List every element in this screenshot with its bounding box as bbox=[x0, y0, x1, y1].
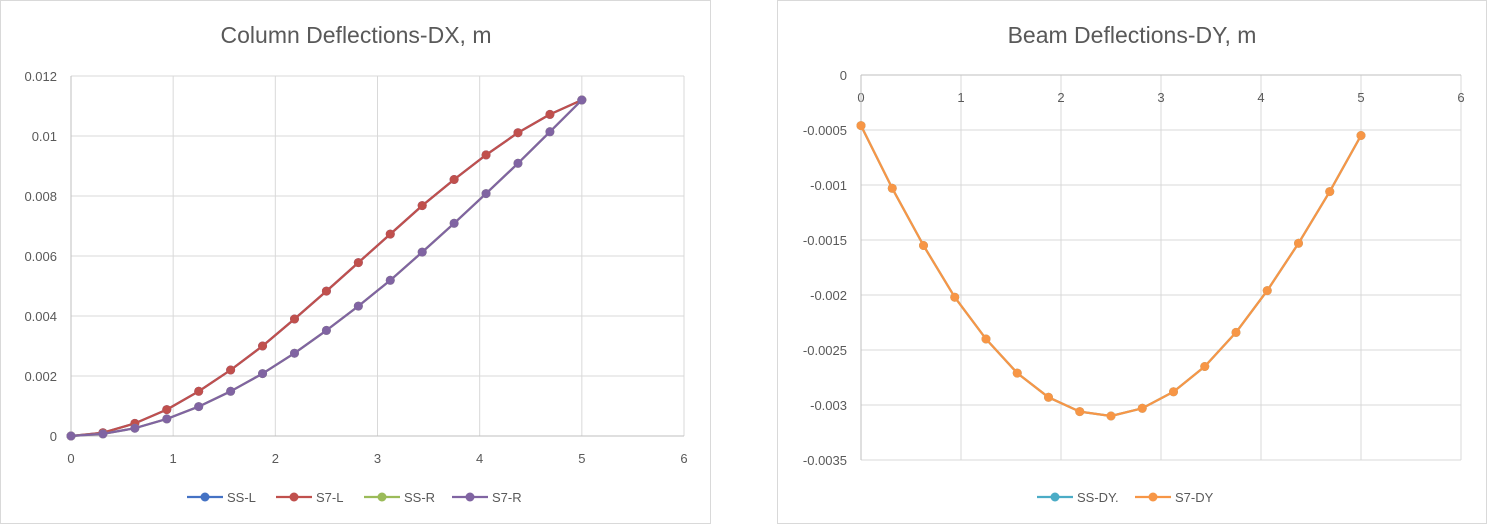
data-point bbox=[1044, 392, 1053, 402]
data-point bbox=[417, 201, 427, 211]
chart-panel-column-deflections: Column Deflections-DX, m 0 1 2 3 4 5 6 0 0.002 0.… bbox=[0, 0, 711, 524]
series-line bbox=[70, 99, 583, 438]
legend-label: SS-R bbox=[404, 490, 435, 505]
y-tick-label: -0.0035 bbox=[803, 453, 847, 468]
chart-title: Beam Deflections-DY, m bbox=[1008, 22, 1257, 48]
x-tick-label: 5 bbox=[578, 451, 585, 466]
chart-panel-beam-deflections: Beam Deflections-DY, m 01234560-0.0005-0… bbox=[777, 0, 1487, 524]
legend-swatch-marker bbox=[289, 492, 299, 502]
series-line bbox=[859, 125, 1362, 418]
y-tick-label: -0.001 bbox=[810, 178, 847, 193]
data-point bbox=[1137, 403, 1147, 413]
legend-swatch-marker bbox=[465, 492, 475, 502]
y-tick-label: -0.0015 bbox=[803, 233, 847, 248]
data-point bbox=[1231, 327, 1241, 337]
data-point bbox=[321, 286, 331, 296]
data-point bbox=[1325, 187, 1335, 197]
data-point bbox=[162, 405, 172, 415]
data-point bbox=[1012, 368, 1022, 378]
data-point bbox=[1262, 286, 1272, 296]
data-point bbox=[226, 386, 236, 396]
data-point bbox=[545, 127, 555, 137]
data-point bbox=[919, 241, 928, 250]
x-tick-label: 5 bbox=[1357, 90, 1364, 105]
y-tick-label: 0.002 bbox=[24, 369, 57, 384]
data-point bbox=[98, 429, 108, 439]
x-tick-label: 4 bbox=[476, 451, 483, 466]
data-point bbox=[481, 189, 491, 199]
data-point bbox=[353, 301, 363, 311]
data-point bbox=[856, 121, 866, 131]
chart-title: Column Deflections-DX, m bbox=[221, 22, 492, 48]
x-tick-label: 2 bbox=[1057, 90, 1064, 105]
data-point bbox=[513, 128, 523, 138]
legend-label: S7-R bbox=[492, 490, 522, 505]
data-point bbox=[130, 423, 140, 433]
y-tick-label: 0.01 bbox=[32, 129, 57, 144]
data-point bbox=[258, 341, 268, 351]
y-tick-label: 0 bbox=[840, 68, 847, 83]
data-point bbox=[353, 258, 363, 268]
legend-swatch-marker bbox=[1050, 492, 1060, 502]
data-point bbox=[577, 95, 587, 105]
data-point bbox=[1169, 387, 1178, 397]
y-tick-label: 0 bbox=[50, 429, 57, 444]
legend-swatch-marker bbox=[1148, 492, 1158, 502]
legend-label: S7-L bbox=[316, 490, 343, 505]
data-point bbox=[513, 158, 523, 168]
data-point bbox=[545, 109, 555, 119]
legend-swatch-marker bbox=[377, 492, 387, 502]
legend-swatch-marker bbox=[200, 492, 210, 502]
series-line bbox=[70, 98, 583, 438]
y-tick-label: -0.002 bbox=[810, 288, 847, 303]
y-tick-label: 0.004 bbox=[24, 309, 57, 324]
y-tick-label: -0.0025 bbox=[803, 343, 847, 358]
data-point bbox=[417, 247, 427, 257]
data-point bbox=[385, 229, 395, 239]
legend-label: SS-L bbox=[227, 490, 256, 505]
data-point bbox=[162, 414, 172, 424]
y-tick-label: -0.0005 bbox=[803, 123, 847, 138]
data-point bbox=[887, 183, 897, 193]
data-point bbox=[194, 386, 204, 396]
y-tick-label: -0.003 bbox=[810, 398, 847, 413]
beam-deflections-chart: Beam Deflections-DY, m 01234560-0.0005-0… bbox=[803, 22, 1465, 505]
x-tick-label: 3 bbox=[374, 451, 381, 466]
data-point bbox=[481, 150, 491, 160]
data-point bbox=[385, 275, 395, 285]
data-point bbox=[449, 218, 459, 228]
x-tick-label: 4 bbox=[1257, 90, 1264, 105]
x-tick-label: 1 bbox=[170, 451, 177, 466]
data-point bbox=[1200, 362, 1210, 371]
data-point bbox=[194, 402, 204, 412]
data-point bbox=[449, 175, 459, 184]
x-tick-label: 1 bbox=[957, 90, 964, 105]
data-point bbox=[950, 292, 960, 302]
data-point bbox=[289, 348, 299, 358]
legend-label: S7-DY bbox=[1175, 490, 1214, 505]
data-point bbox=[1356, 131, 1366, 140]
x-tick-label: 6 bbox=[680, 451, 687, 466]
data-point bbox=[981, 334, 991, 344]
x-tick-label: 3 bbox=[1157, 90, 1164, 105]
legend-label: SS-DY. bbox=[1077, 490, 1119, 505]
x-tick-label: 6 bbox=[1457, 90, 1464, 105]
data-point bbox=[289, 314, 299, 324]
series-line bbox=[859, 125, 1362, 418]
y-tick-label: 0.006 bbox=[24, 249, 57, 264]
series-line bbox=[70, 98, 583, 438]
column-deflections-chart: Column Deflections-DX, m 0 1 2 3 4 5 6 0 0.002 0.… bbox=[24, 22, 687, 505]
data-point bbox=[258, 369, 268, 379]
data-point bbox=[1106, 411, 1116, 421]
y-tick-label: 0.008 bbox=[24, 189, 57, 204]
x-tick-label: 2 bbox=[272, 451, 279, 466]
data-point bbox=[226, 365, 236, 375]
data-point bbox=[1294, 238, 1303, 248]
data-point bbox=[321, 325, 331, 335]
data-point bbox=[66, 431, 76, 441]
series-line bbox=[70, 99, 583, 438]
x-tick-label: 0 bbox=[67, 451, 74, 466]
y-tick-label: 0.012 bbox=[24, 69, 57, 84]
data-point bbox=[1075, 407, 1085, 417]
